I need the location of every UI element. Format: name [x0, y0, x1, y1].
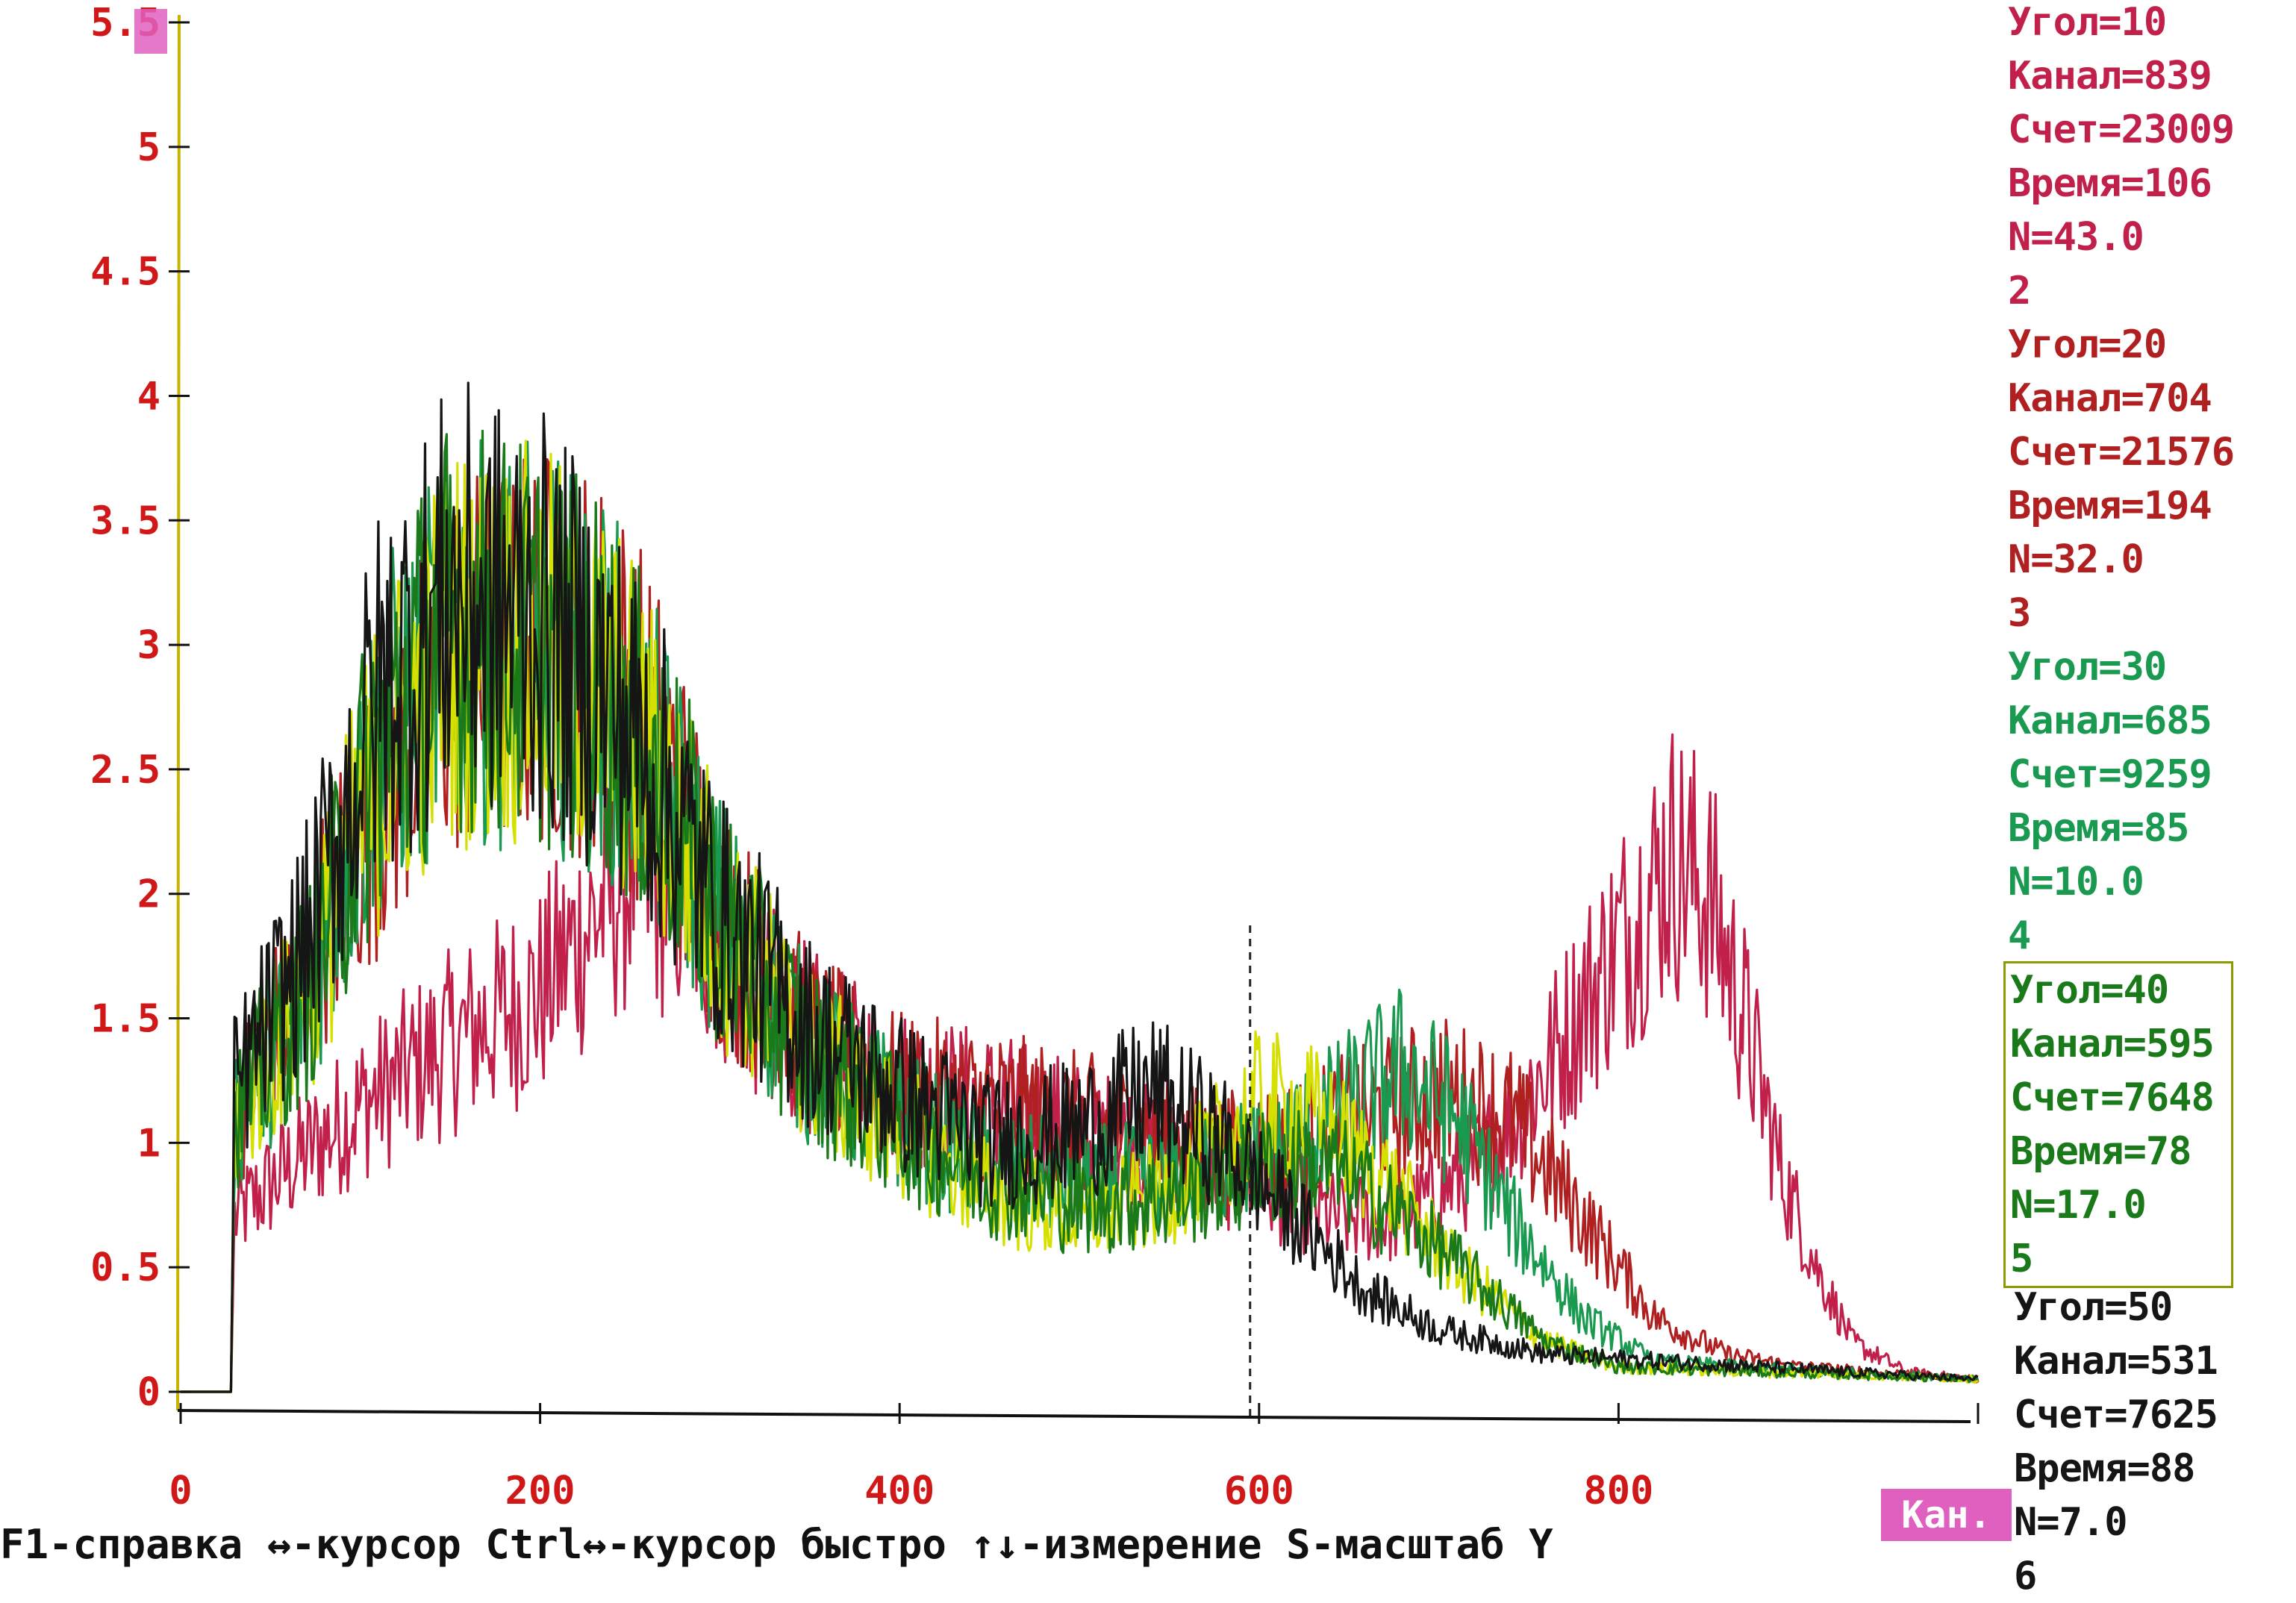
angle-line: Угол=50: [2014, 1285, 2173, 1330]
x-tick-label-200: 200: [505, 1469, 575, 1513]
y-tick-label-3.5: 3.5: [90, 499, 160, 543]
time-line: Время=106: [2008, 161, 2212, 206]
count-line: Счет=23009: [2008, 107, 2235, 152]
count-line: Счет=7648: [2010, 1075, 2215, 1120]
y-tick-label-3: 3: [137, 623, 160, 668]
channel-line: Канал=704: [2008, 376, 2212, 421]
y-axis-line: [176, 14, 181, 1411]
series-line-1: [181, 731, 1979, 1393]
n-line: N=43.0: [2008, 215, 2144, 260]
index-line: 5: [2010, 1237, 2033, 1281]
angle-block-40[interactable]: Угол=40 Канал=595 Счет=7648 Время=78 N=1…: [2003, 961, 2233, 1288]
x-tick-label-600: 600: [1224, 1469, 1294, 1513]
help-status-bar: F1-справка ↔-курсор Ctrl↔-курсор быстро …: [0, 1521, 1553, 1568]
time-line: Время=194: [2008, 484, 2212, 528]
count-line: Счет=21576: [2008, 430, 2235, 475]
n-line: N=10.0: [2008, 860, 2144, 904]
y-tick-label-1.5: 1.5: [90, 997, 160, 1042]
time-line: Время=88: [2014, 1446, 2195, 1491]
time-line: Время=78: [2010, 1129, 2192, 1174]
y-tick-label-1: 1: [137, 1121, 160, 1166]
tick-layer: 00.511.522.533.544.555.50 200 400 600 800: [90, 1, 1980, 1513]
channel-line: Канал=685: [2008, 699, 2212, 743]
x-tick-label-0: 0: [169, 1469, 192, 1513]
x-tick-label-400: 400: [864, 1469, 935, 1513]
count-line: Счет=7625: [2014, 1393, 2218, 1437]
angle-line: Угол=20: [2008, 322, 2167, 367]
x-tick-label-800: 800: [1583, 1469, 1653, 1513]
y-tick-label-5: 5: [137, 125, 160, 170]
y-tick-label-2: 2: [137, 872, 160, 917]
channel-mode-indicator[interactable]: Кан.: [1881, 1489, 2012, 1541]
channel-line: Канал=595: [2010, 1022, 2215, 1066]
y-tick-label-2.5: 2.5: [90, 748, 160, 793]
y-tick-label-0.5: 0.5: [90, 1246, 160, 1290]
y-tick-label-4: 4: [137, 374, 160, 419]
n-line: N=17.0: [2010, 1183, 2147, 1228]
n-line: N=32.0: [2008, 537, 2144, 582]
series-line-6: [181, 381, 1979, 1393]
y-tick-label-0: 0: [137, 1370, 160, 1415]
angle-block-10[interactable]: Угол=10 Канал=839 Счет=23009 Время=106 N…: [2008, 0, 2235, 318]
y-tick-label-4.5: 4.5: [90, 250, 160, 295]
index-line: 4: [2008, 913, 2031, 958]
n-line: N=7.0: [2014, 1500, 2128, 1545]
measurement-panel: Угол=10 Канал=839 Счет=23009 Время=106 N…: [2003, 0, 2296, 1599]
series-line-5: [181, 429, 1979, 1393]
scale-marker: [134, 9, 167, 54]
angle-block-30[interactable]: Угол=30 Канал=685 Счет=9259 Время=85 N=1…: [2008, 640, 2212, 963]
angle-block-50[interactable]: Угол=50 Канал=531 Счет=7625 Время=88 N=7…: [2014, 1281, 2218, 1603]
channel-line: Канал=531: [2014, 1339, 2218, 1384]
index-line: 3: [2008, 591, 2031, 636]
axis-layer: [176, 14, 1971, 1423]
angle-line: Угол=40: [2010, 968, 2169, 1013]
channel-line: Канал=839: [2008, 54, 2212, 99]
count-line: Счет=9259: [2008, 752, 2212, 797]
time-line: Время=85: [2008, 806, 2189, 851]
angle-line: Угол=30: [2008, 645, 2167, 690]
angle-block-20[interactable]: Угол=20 Канал=704 Счет=21576 Время=194 N…: [2008, 318, 2235, 640]
series-layer: [181, 381, 1980, 1393]
angle-line: Угол=10: [2008, 0, 2167, 45]
index-line: 2: [2008, 269, 2031, 313]
x-axis-line: [177, 1409, 1971, 1423]
index-line: 6: [2014, 1554, 2037, 1599]
